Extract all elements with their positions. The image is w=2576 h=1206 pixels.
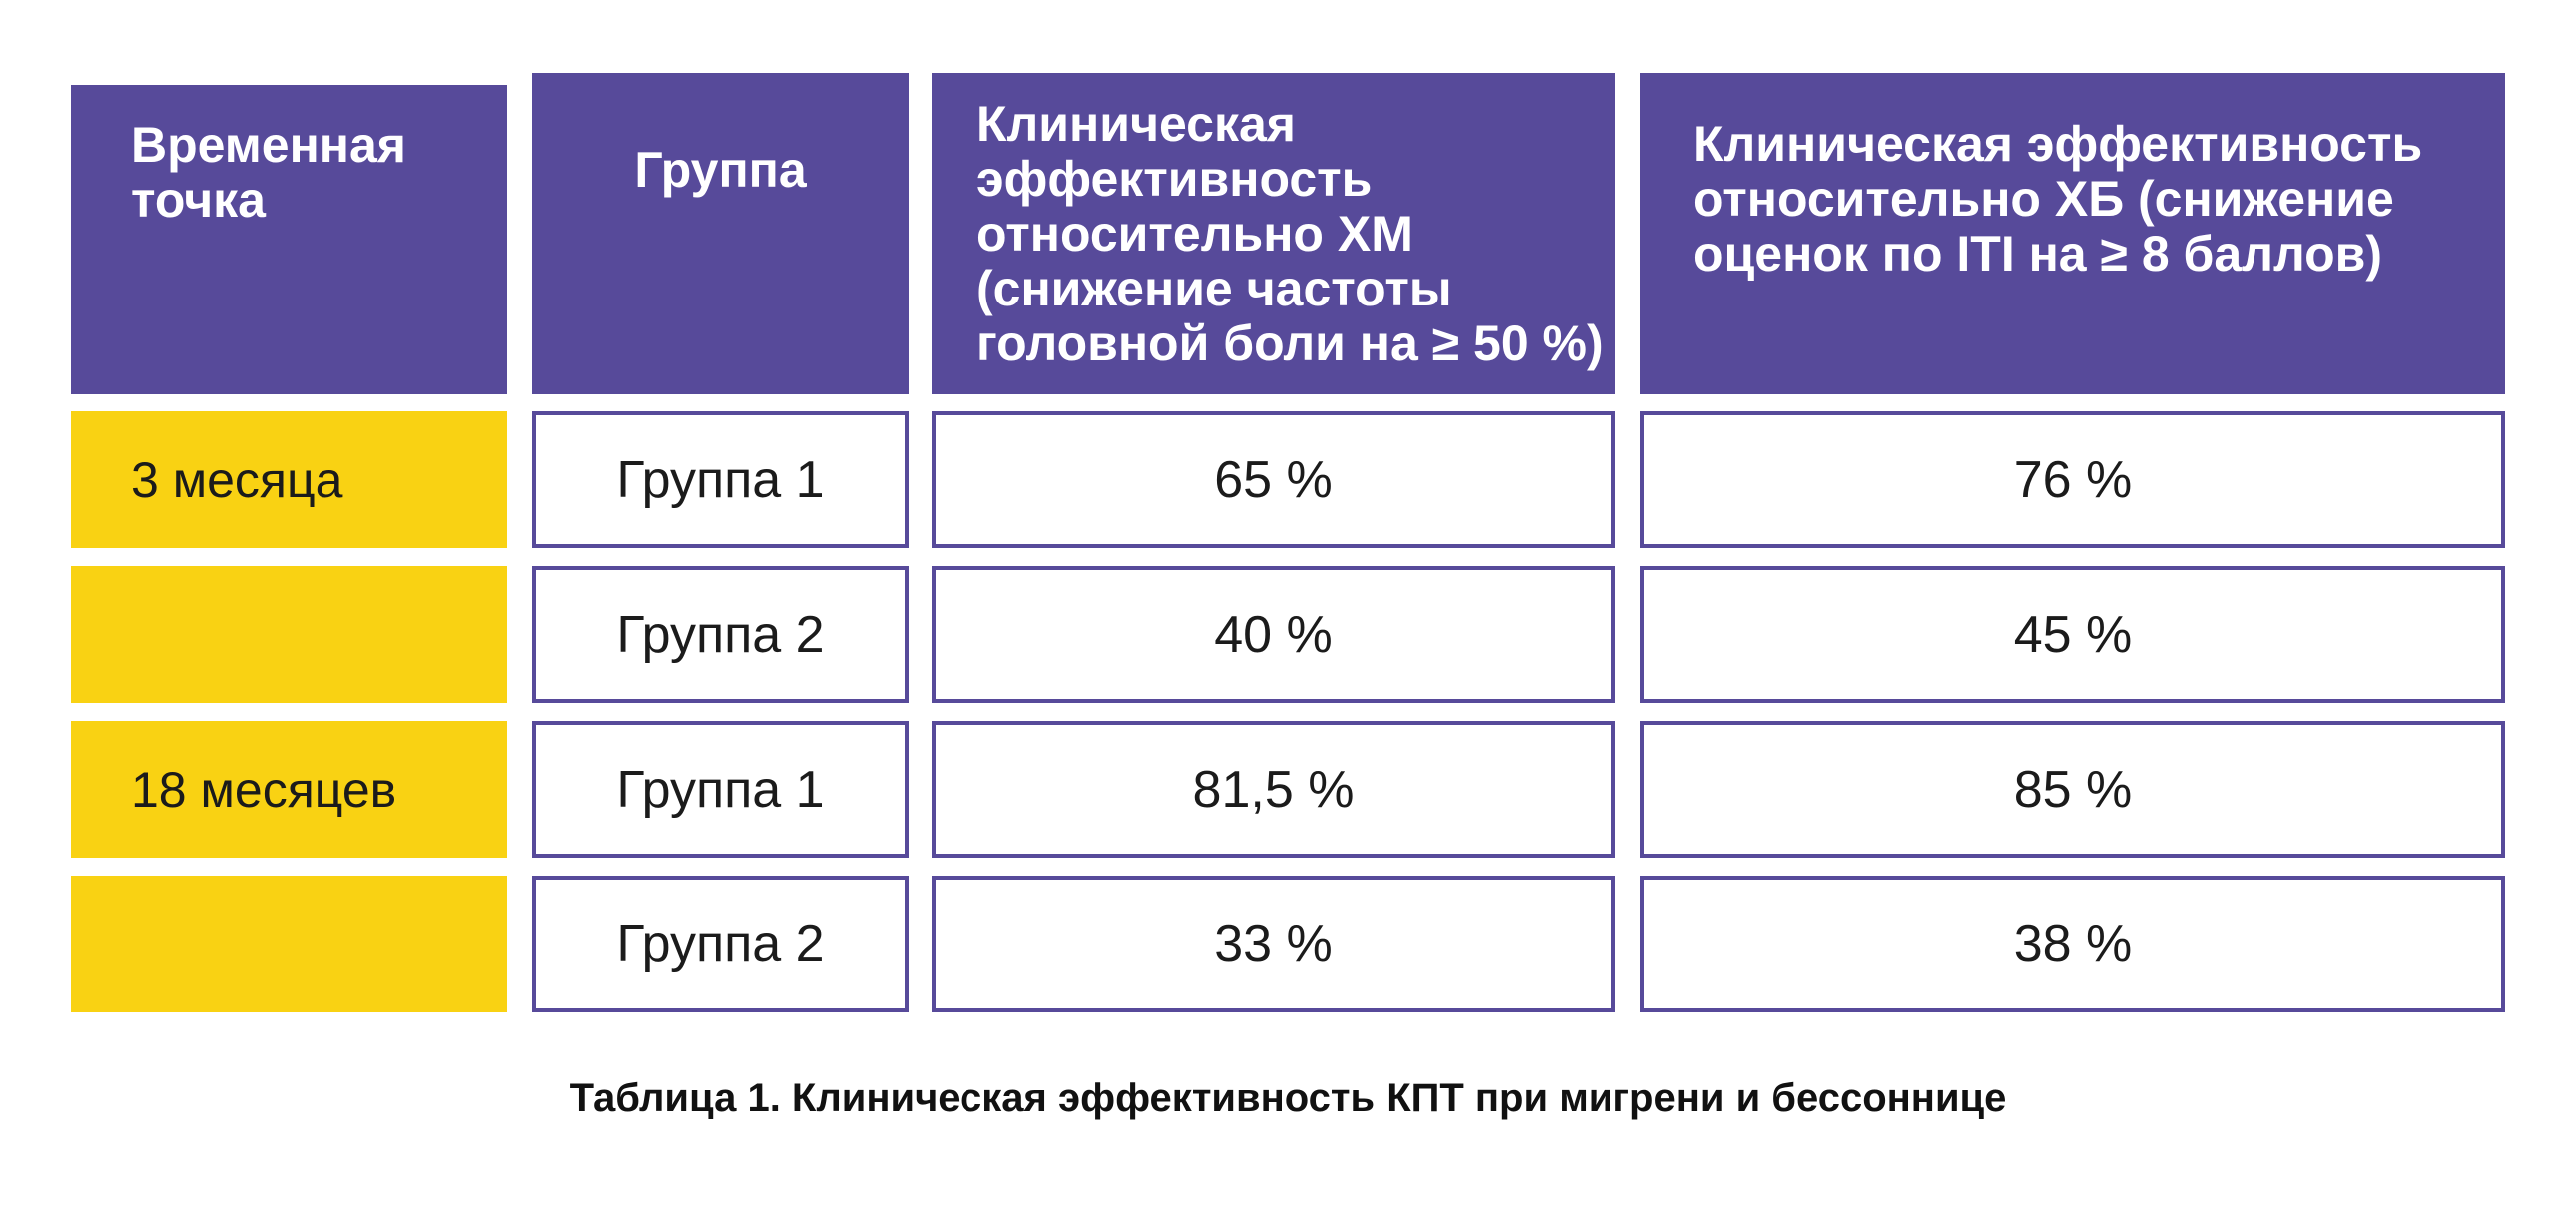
time-point-cell: 3 месяца <box>71 411 507 548</box>
table-caption: Таблица 1. Клиническая эффективность КПТ… <box>569 1076 2007 1120</box>
header-efficacy-xb: Клиническая эффективность относительно Х… <box>1640 73 2505 394</box>
efficacy-xm-cell: 65 % <box>932 411 1615 548</box>
header-efficacy-xm-label: Клиническая эффективность относительно Х… <box>976 95 1604 371</box>
time-point-cell <box>71 566 507 703</box>
group-cell: Группа 1 <box>532 411 909 548</box>
header-group-label: Группа <box>634 142 807 198</box>
header-group: Группа <box>532 73 909 394</box>
efficacy-xb-cell: 85 % <box>1640 721 2505 858</box>
group-cell: Группа 1 <box>532 721 909 858</box>
time-point-cell: 18 месяцев <box>71 721 507 858</box>
efficacy-xb-cell: 76 % <box>1640 411 2505 548</box>
efficacy-xm-cell: 33 % <box>932 876 1615 1012</box>
efficacy-xm-cell: 81,5 % <box>932 721 1615 858</box>
header-time-point-label: Временная точка <box>131 117 406 228</box>
header-time-point: Временная точка <box>71 85 507 394</box>
header-efficacy-xm: Клиническая эффективность относительно Х… <box>932 73 1615 394</box>
efficacy-xb-cell: 38 % <box>1640 876 2505 1012</box>
group-cell: Группа 2 <box>532 876 909 1012</box>
time-point-cell <box>71 876 507 1012</box>
group-cell: Группа 2 <box>532 566 909 703</box>
efficacy-xb-cell: 45 % <box>1640 566 2505 703</box>
header-efficacy-xb-label: Клиническая эффективность относительно Х… <box>1693 116 2423 282</box>
efficacy-xm-cell: 40 % <box>932 566 1615 703</box>
